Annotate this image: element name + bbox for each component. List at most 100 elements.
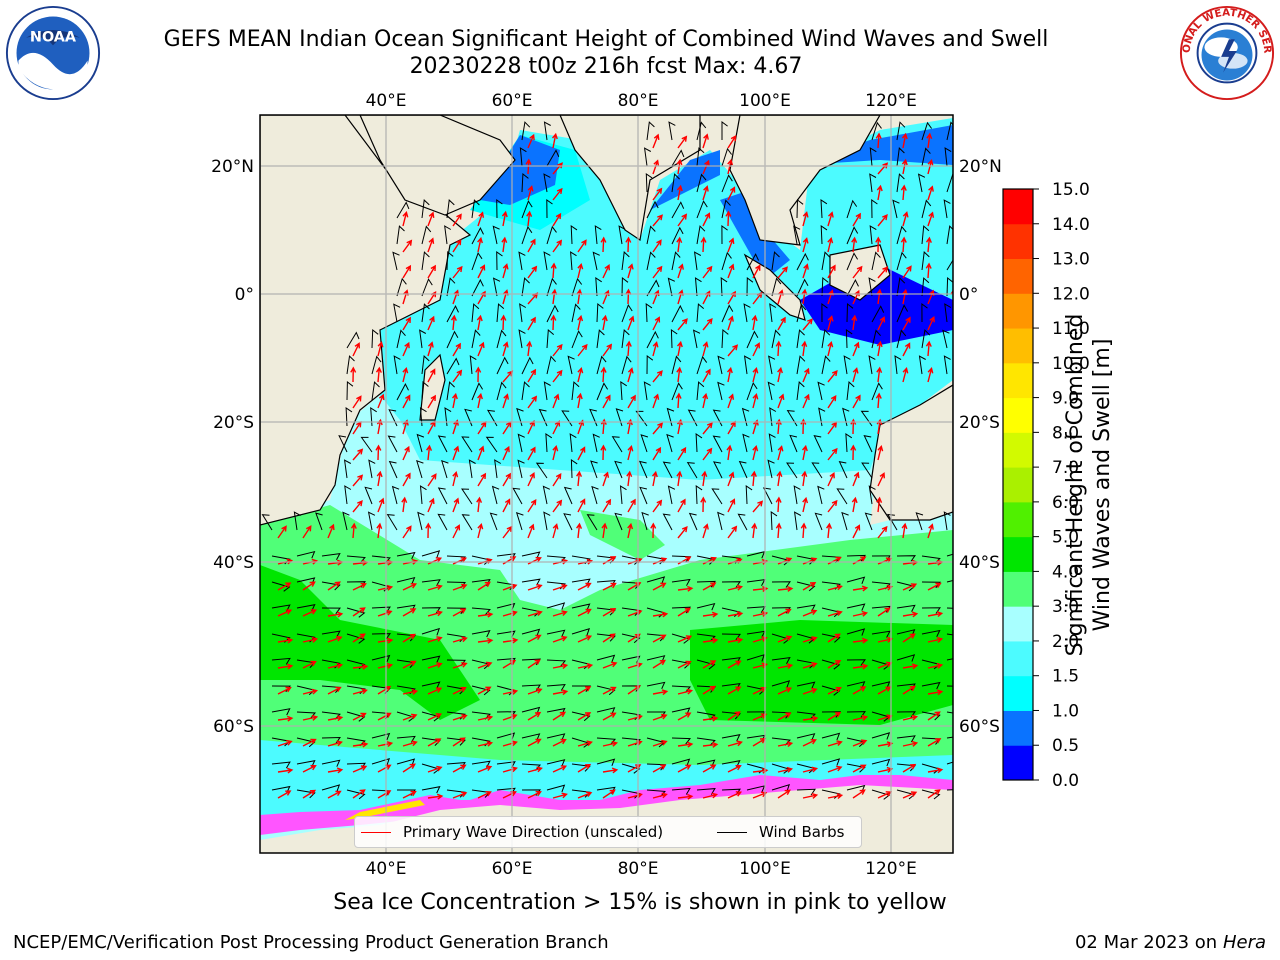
wave-arrow bbox=[350, 366, 357, 383]
wave-arrow bbox=[900, 236, 907, 253]
wave-arrow bbox=[577, 608, 592, 617]
wind-barb bbox=[371, 758, 390, 766]
wave-arrow bbox=[502, 445, 510, 461]
wind-barb bbox=[489, 512, 498, 531]
wave-arrow bbox=[952, 249, 953, 252]
wave-arrow bbox=[675, 392, 682, 409]
wind-barb bbox=[646, 121, 655, 141]
wave-arrow bbox=[851, 236, 858, 253]
wave-arrow bbox=[702, 523, 709, 539]
wind-barb bbox=[696, 173, 707, 193]
wind-barb bbox=[670, 329, 678, 349]
wind-barb bbox=[592, 251, 600, 271]
wave-arrow bbox=[552, 765, 568, 773]
wave-arrow bbox=[827, 471, 835, 487]
wind-barb bbox=[621, 355, 632, 375]
colorbar-tick-label: 14.0 bbox=[1052, 215, 1090, 235]
wind-barb bbox=[871, 382, 883, 401]
wave-arrow bbox=[551, 132, 558, 149]
colorbar-segment bbox=[1003, 432, 1033, 468]
wave-arrow bbox=[652, 370, 663, 383]
wind-barb bbox=[746, 382, 758, 401]
wind-barb bbox=[446, 304, 459, 323]
wave-arrow bbox=[752, 264, 761, 279]
wind-barb bbox=[871, 630, 891, 638]
wave-arrow bbox=[477, 472, 487, 487]
wave-arrow bbox=[802, 715, 819, 722]
wind-barb bbox=[421, 278, 433, 297]
wave-arrow bbox=[902, 366, 909, 383]
wind-barb bbox=[421, 303, 430, 323]
colorbar-tick-label: 7.0 bbox=[1052, 458, 1079, 478]
wind-barb bbox=[444, 225, 452, 245]
wave-arrow bbox=[602, 789, 616, 799]
wave-arrow bbox=[702, 212, 711, 227]
wave-arrow bbox=[775, 340, 782, 357]
wave-arrow bbox=[377, 584, 394, 591]
wave-arrow bbox=[475, 366, 482, 383]
wave-arrow bbox=[302, 688, 319, 695]
wave-arrow bbox=[727, 711, 741, 721]
wind-barb bbox=[421, 655, 441, 663]
wave-arrow bbox=[302, 789, 317, 799]
wind-barb bbox=[667, 277, 676, 297]
wind-barb bbox=[671, 173, 680, 193]
wind-barb bbox=[643, 381, 651, 401]
wave-arrow bbox=[827, 556, 842, 565]
gridlines bbox=[260, 115, 953, 853]
wave-arrow bbox=[452, 524, 461, 539]
wave-arrow bbox=[925, 262, 932, 279]
wave-arrow bbox=[627, 315, 635, 331]
wave-arrow bbox=[552, 187, 563, 201]
wave-arrow bbox=[302, 609, 318, 617]
wave-arrow bbox=[552, 711, 567, 721]
wind-barb bbox=[871, 681, 891, 689]
wind-barb bbox=[421, 786, 441, 794]
wave-arrow bbox=[802, 496, 809, 513]
wind-barb bbox=[771, 680, 791, 688]
wave-arrow bbox=[727, 740, 743, 747]
colorbar-segment bbox=[1003, 675, 1033, 711]
wave-arrow bbox=[602, 582, 617, 591]
wind-barb bbox=[618, 225, 626, 245]
ocean-high-central bbox=[580, 510, 665, 560]
wind-barb bbox=[421, 380, 429, 401]
wave-arrow bbox=[327, 662, 344, 669]
wave-arrow bbox=[802, 211, 809, 227]
wave-arrow bbox=[877, 607, 891, 617]
wave-arrow bbox=[827, 659, 842, 669]
wave-arrow bbox=[777, 741, 794, 748]
wave-arrow bbox=[902, 714, 919, 721]
wind-barb bbox=[646, 330, 659, 349]
wave-arrow bbox=[600, 236, 607, 253]
wind-barb bbox=[396, 576, 416, 585]
wind-barb bbox=[662, 461, 673, 479]
colorbar-segment bbox=[1003, 501, 1033, 538]
wind-barb bbox=[671, 737, 691, 745]
colorbar-segment bbox=[1003, 606, 1033, 642]
wave-arrow bbox=[777, 266, 788, 279]
wave-arrow bbox=[302, 581, 316, 591]
wave-arrow bbox=[477, 264, 486, 279]
wave-arrow bbox=[426, 444, 433, 461]
map-legend: Primary Wave Direction (unscaled) Wind B… bbox=[354, 816, 862, 848]
wave-arrow bbox=[852, 394, 861, 409]
wind-barb bbox=[596, 654, 616, 663]
wave-arrow bbox=[427, 765, 443, 773]
wind-barb bbox=[271, 708, 291, 716]
wind-barb bbox=[921, 277, 930, 297]
wind-barb bbox=[646, 225, 656, 245]
wind-barb bbox=[721, 711, 741, 720]
wave-arrow bbox=[602, 498, 612, 513]
wave-arrow bbox=[827, 211, 834, 227]
wave-arrow bbox=[702, 185, 709, 201]
wave-arrow bbox=[452, 686, 467, 695]
wave-arrow bbox=[902, 740, 919, 747]
wind-barb bbox=[671, 201, 685, 219]
wind-barb bbox=[668, 121, 676, 141]
wave-arrow bbox=[702, 764, 717, 773]
wave-arrow bbox=[327, 523, 335, 539]
wave-arrow bbox=[777, 585, 794, 592]
southeast-asia-land bbox=[729, 115, 881, 246]
colorbar-tick-label: 8.0 bbox=[1052, 423, 1079, 443]
